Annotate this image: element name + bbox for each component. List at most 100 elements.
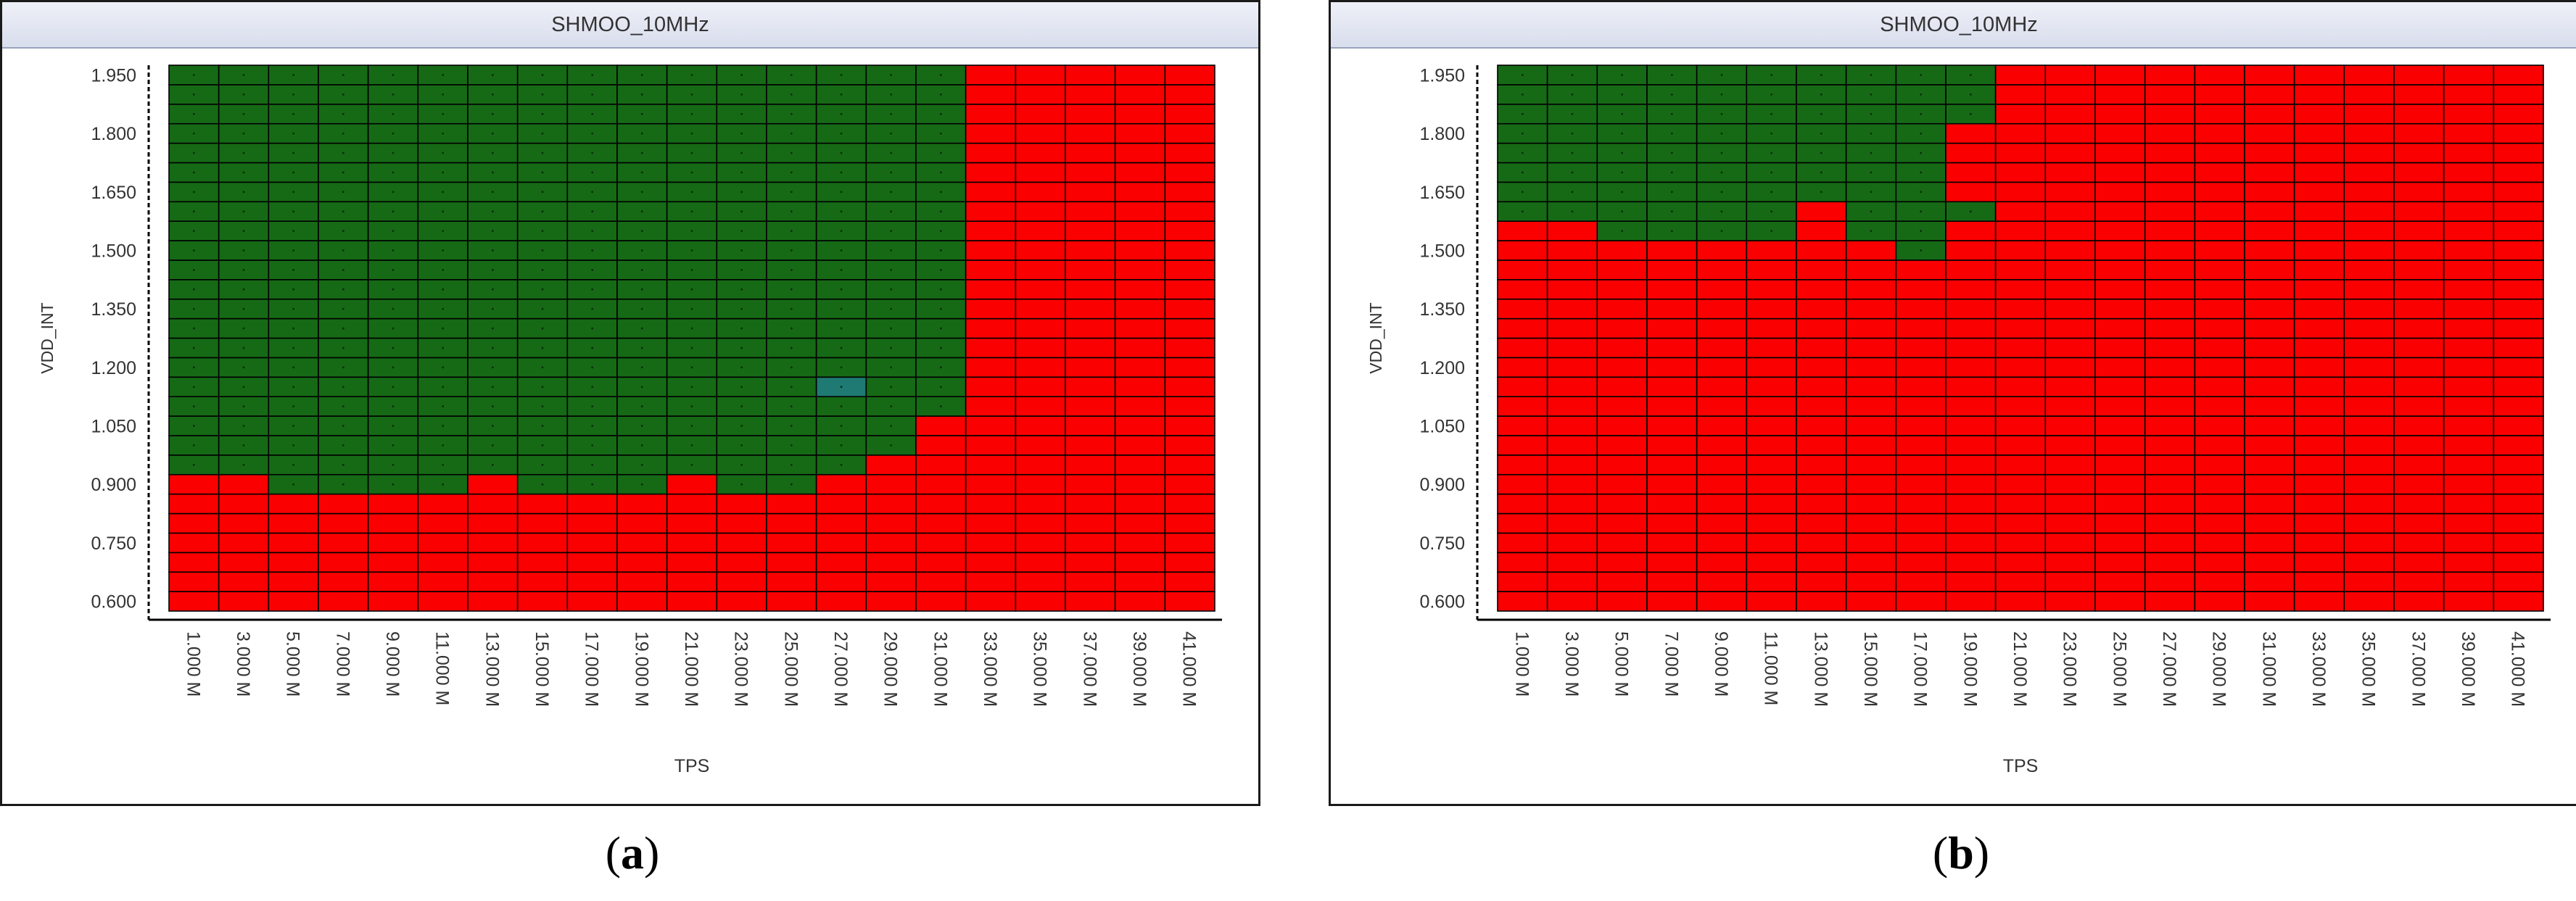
pass-dot <box>242 444 245 447</box>
fail-cell <box>965 454 1017 476</box>
fail-cell <box>168 493 220 515</box>
pass-dot <box>591 93 594 96</box>
fail-cell <box>1546 493 1598 515</box>
fail-cell <box>1497 435 1548 456</box>
pass-dot <box>640 249 643 252</box>
fail-cell <box>2244 123 2295 144</box>
fail-cell <box>2393 162 2445 183</box>
fail-cell <box>1796 337 1847 359</box>
fail-cell <box>1164 552 1215 573</box>
fail-cell <box>1546 532 1598 554</box>
pass-dot <box>442 463 445 466</box>
pass-dot <box>690 151 693 154</box>
fail-cell <box>865 571 917 592</box>
pass-dot <box>242 366 245 369</box>
fail-cell <box>2393 357 2445 378</box>
fail-cell <box>2044 552 2096 573</box>
fail-cell <box>2144 279 2196 300</box>
pass-dot <box>790 191 793 194</box>
pass-dot <box>740 463 743 466</box>
fail-cell <box>2194 298 2245 320</box>
fail-cell <box>2044 435 2096 456</box>
pass-dot <box>192 366 195 369</box>
pass-dot <box>740 425 743 427</box>
fail-cell <box>1796 201 1847 222</box>
fail-cell <box>1164 162 1215 183</box>
pass-dot <box>292 210 295 213</box>
pass-dot <box>1621 171 1624 174</box>
pass-dot <box>541 210 544 213</box>
fail-cell <box>1994 240 2047 261</box>
fail-cell <box>1945 240 1997 261</box>
pass-dot <box>1870 210 1873 213</box>
pass-dot <box>342 171 344 174</box>
pass-dot <box>740 210 743 213</box>
fail-cell <box>268 552 319 573</box>
fail-cell <box>1696 454 1748 476</box>
fail-cell <box>1696 473 1748 495</box>
pass-dot <box>442 74 445 76</box>
fail-cell <box>2144 376 2196 397</box>
pass-dot <box>292 230 295 232</box>
pass-dot <box>1521 112 1524 115</box>
fail-cell <box>467 493 519 515</box>
fail-cell <box>2244 376 2295 397</box>
pass-dot <box>1720 171 1723 174</box>
fail-cell <box>1895 259 1947 281</box>
pass-dot <box>541 405 544 408</box>
y-tick-label: 1.500 <box>91 241 136 262</box>
fail-cell <box>2293 162 2345 183</box>
fail-cell <box>2393 571 2445 592</box>
fail-cell <box>2094 65 2146 86</box>
fail-cell <box>1945 337 1997 359</box>
fail-cell <box>1796 415 1847 436</box>
fail-cell <box>1546 512 1598 534</box>
pass-dot <box>491 74 494 76</box>
pass-dot <box>690 463 693 466</box>
pass-dot <box>840 425 843 427</box>
pass-dot <box>491 93 494 96</box>
pass-dot <box>192 112 195 115</box>
pass-dot <box>890 112 893 115</box>
pass-dot <box>242 74 245 76</box>
fail-cell <box>2194 571 2245 592</box>
fail-cell <box>1895 357 1947 378</box>
pass-dot <box>1770 191 1773 194</box>
pass-dot <box>1870 112 1873 115</box>
fail-cell <box>566 512 618 534</box>
pass-dot <box>591 151 594 154</box>
pass-dot <box>292 327 295 330</box>
fail-cell <box>1065 473 1116 495</box>
fail-cell <box>417 493 468 515</box>
fail-cell <box>2343 181 2395 203</box>
pass-dot <box>939 249 942 252</box>
fail-cell <box>1945 532 1997 554</box>
pass-dot <box>192 93 195 96</box>
fail-cell <box>616 532 668 554</box>
fail-cell <box>1114 396 1166 417</box>
y-tick-label: 0.750 <box>91 533 136 554</box>
pass-dot <box>392 483 395 486</box>
fail-cell <box>2393 552 2445 573</box>
fail-cell <box>1015 279 1066 300</box>
fail-cell <box>766 532 817 554</box>
pass-dot <box>1770 210 1773 213</box>
fail-cell <box>1164 591 1215 612</box>
pass-dot <box>242 171 245 174</box>
pass-cell <box>516 396 569 417</box>
y-tick-label: 1.050 <box>91 417 136 437</box>
fail-cell <box>1015 84 1066 105</box>
fail-cell <box>1546 396 1598 417</box>
fail-cell <box>815 493 867 515</box>
pass-dot <box>890 210 893 213</box>
shmoo-plot-panel-a: SHMOO_10MHz 1.950 1.800 1.650 1.500 1.350 1.2… <box>0 0 1260 806</box>
fail-cell <box>1746 415 1797 436</box>
fail-cell <box>1596 240 1648 261</box>
fail-cell <box>2044 103 2096 125</box>
fail-cell <box>1065 142 1116 164</box>
pass-dot <box>1621 132 1624 135</box>
fail-cell <box>2194 84 2245 105</box>
pass-dot <box>292 93 295 96</box>
fail-cell <box>1164 220 1215 241</box>
pass-dot <box>591 132 594 135</box>
